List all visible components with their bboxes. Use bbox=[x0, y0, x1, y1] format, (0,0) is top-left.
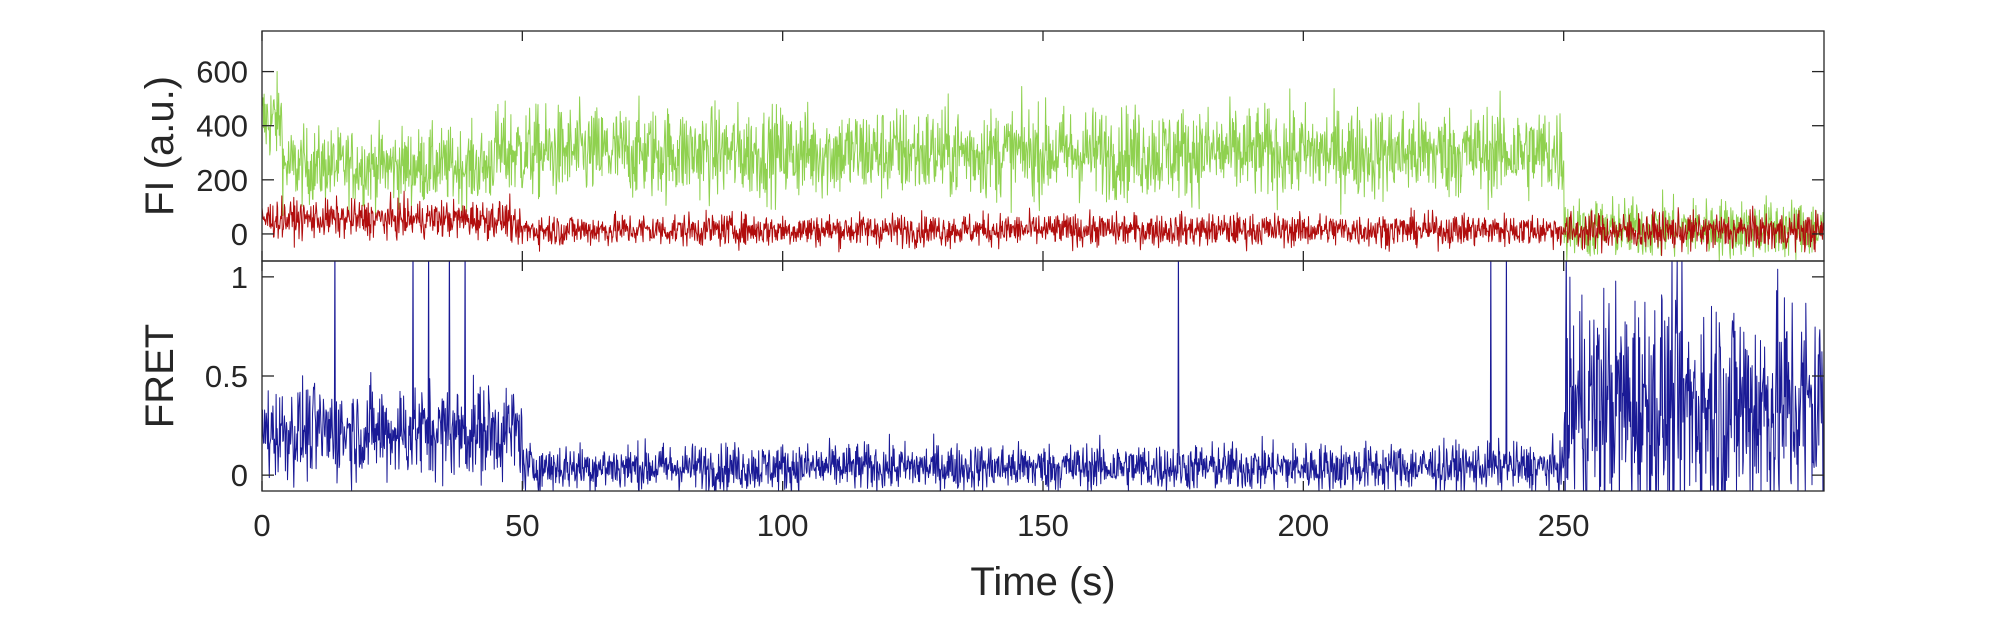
fret-traces bbox=[262, 261, 1824, 491]
intensity-traces bbox=[262, 71, 1824, 261]
time-x-tick-label: 200 bbox=[1277, 508, 1329, 543]
fret-y-tick-label: 0 bbox=[231, 458, 248, 493]
fret-panel: 0 0.5 1 0 50 100 150 200 250 FRET Time (s) bbox=[138, 260, 1825, 604]
intensity-series-0-line bbox=[262, 71, 1824, 261]
intensity-y-tick-label: 600 bbox=[196, 55, 248, 90]
intensity-y-ticks: 0 200 400 600 bbox=[196, 31, 1824, 261]
fret-y-tick-label: 1 bbox=[231, 260, 248, 295]
time-x-tick-label: 150 bbox=[1017, 508, 1069, 543]
fret-y-axis-label: FRET bbox=[138, 324, 182, 428]
fret-ticks: 0 0.5 1 0 50 100 150 200 250 bbox=[205, 260, 1824, 543]
fret-y-tick-label: 0.5 bbox=[205, 359, 248, 394]
time-x-tick-label: 50 bbox=[505, 508, 539, 543]
intensity-y-axis-label: FI (a.u.) bbox=[138, 76, 182, 216]
time-x-tick-label: 0 bbox=[253, 508, 270, 543]
time-x-axis-label: Time (s) bbox=[970, 560, 1115, 604]
time-x-tick-label: 100 bbox=[757, 508, 809, 543]
intensity-panel: 0 200 400 600 FI (a.u.) bbox=[138, 30, 1825, 262]
intensity-y-tick-label: 200 bbox=[196, 163, 248, 198]
fret-series-0-line bbox=[262, 261, 1824, 491]
intensity-series-1-line bbox=[262, 190, 1824, 257]
intensity-y-tick-label: 0 bbox=[231, 217, 248, 252]
intensity-y-tick-label: 400 bbox=[196, 109, 248, 144]
time-x-tick-label: 250 bbox=[1538, 508, 1590, 543]
